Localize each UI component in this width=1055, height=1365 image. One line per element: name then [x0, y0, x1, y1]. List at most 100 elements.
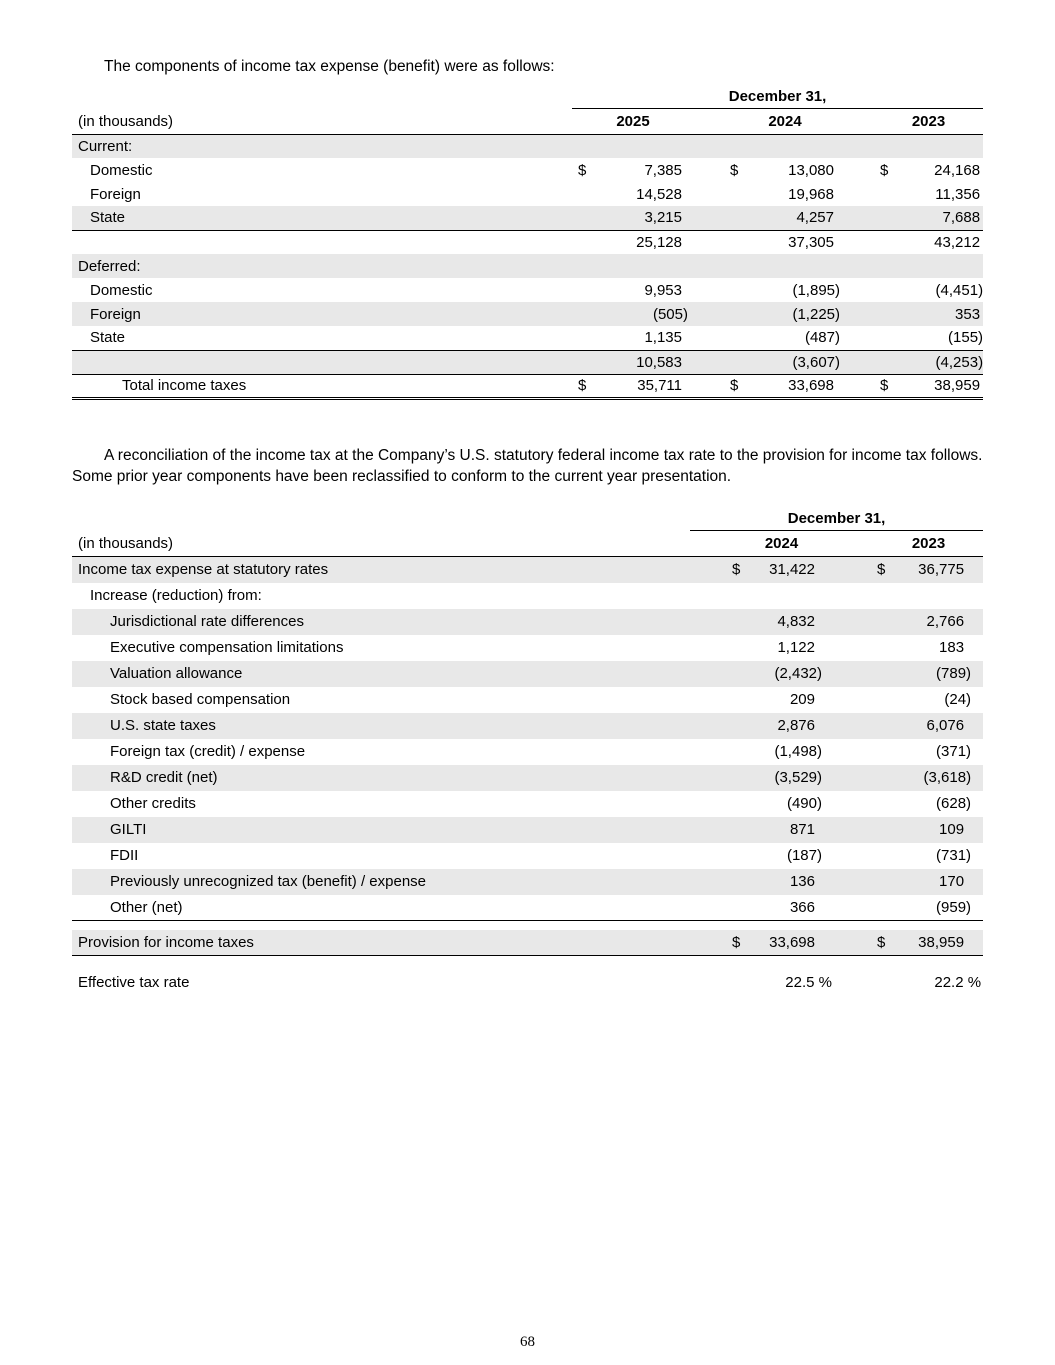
- table-row: Domestic $7,385 $13,080 $24,168: [72, 158, 983, 182]
- value-cell: 7,688: [904, 206, 984, 231]
- value-cell: 109: [898, 816, 984, 843]
- value-cell: 6,076: [898, 712, 984, 739]
- row-label: Foreign: [72, 302, 572, 326]
- value-cell: [753, 583, 834, 609]
- table-row: GILTI 871 109: [72, 816, 984, 843]
- value-cell: (2,432): [753, 660, 834, 687]
- dollar-sign: $: [729, 929, 753, 956]
- year-header: 2025: [572, 108, 694, 135]
- row-label: [72, 230, 572, 254]
- row-label: Executive compensation limitations: [110, 639, 344, 656]
- year-header: 2023: [874, 108, 984, 135]
- row-label: Valuation allowance: [72, 660, 690, 687]
- value-cell: 366: [753, 894, 834, 921]
- row-label: GILTI: [72, 816, 690, 843]
- table-row: Foreign tax (credit) / expense (1,498) (…: [72, 739, 983, 765]
- value-cell: (487): [754, 326, 846, 351]
- row-label: Increase (reduction) from:: [90, 587, 262, 604]
- value-cell: (789): [898, 660, 984, 687]
- table-row: Jurisdictional rate differences 4,832 2,…: [72, 608, 984, 635]
- row-label: Effective tax rate: [78, 974, 190, 991]
- table-row: Effective tax rate 22.5 % 22.2 %: [72, 970, 983, 996]
- value-cell: (628): [936, 795, 972, 812]
- spacer-row: [72, 955, 984, 970]
- row-label: U.S. state taxes: [72, 712, 690, 739]
- value-cell: [754, 254, 846, 278]
- value-cell: [904, 254, 984, 278]
- page-content: The components of income tax expense (be…: [72, 58, 984, 996]
- table-row: State 3,215 4,257 7,688: [72, 206, 984, 231]
- row-label: Previously unrecognized tax (benefit) / …: [72, 868, 690, 895]
- value-cell: [602, 254, 694, 278]
- value-cell: 33,698: [754, 374, 846, 400]
- value-cell: 22.5 %: [785, 974, 832, 991]
- dollar-sign: $: [729, 556, 753, 583]
- year-header-row: (in thousands) 2024 2023: [72, 530, 984, 557]
- value-cell: 209: [789, 691, 815, 708]
- table-row: 25,128 37,305 43,212: [72, 230, 983, 254]
- value-cell: 11,356: [935, 185, 981, 203]
- row-label: State: [72, 326, 572, 351]
- date-header: December 31,: [690, 508, 984, 531]
- components-table: December 31, (in thousands) 2025 2024 20…: [72, 86, 984, 400]
- value-cell: 37,305: [788, 233, 834, 251]
- year-header: 2024: [729, 530, 834, 557]
- value-cell: [602, 134, 694, 158]
- table-row-total: Total income taxes $35,711 $33,698 $38,9…: [72, 374, 984, 400]
- table-row: Other credits (490) (628): [72, 791, 983, 817]
- value-cell: 10,583: [602, 350, 694, 375]
- value-cell: 1,135: [602, 326, 694, 351]
- value-cell: (4,451): [935, 281, 984, 299]
- dollar-sign: $: [880, 161, 889, 179]
- value-cell: 4,257: [754, 206, 846, 231]
- year-header: 2023: [874, 530, 984, 557]
- value-cell: 35,711: [602, 374, 694, 400]
- table-row: Domestic 9,953 (1,895) (4,451): [72, 278, 983, 302]
- value-cell: (490): [786, 795, 822, 812]
- value-cell: 13,080: [788, 161, 834, 179]
- row-label: Income tax expense at statutory rates: [72, 556, 690, 583]
- row-label: Foreign tax (credit) / expense: [110, 743, 306, 760]
- intro-paragraph: The components of income tax expense (be…: [104, 58, 555, 75]
- value-cell: 38,959: [898, 929, 984, 956]
- dollar-sign: $: [874, 374, 904, 400]
- page-number: 68: [520, 1334, 535, 1350]
- value-cell: (155): [904, 326, 984, 351]
- table-row: Deferred:: [72, 254, 984, 278]
- value-cell: 183: [939, 639, 965, 656]
- row-label: Current:: [72, 134, 572, 158]
- table-row: Stock based compensation 209 (24): [72, 687, 983, 713]
- value-cell: (3,607): [754, 350, 846, 375]
- row-label: Foreign: [90, 185, 141, 203]
- value-cell: (1,225): [754, 302, 846, 326]
- row-label: Deferred:: [72, 254, 572, 278]
- table-row: Increase (reduction) from:: [72, 583, 983, 609]
- value-cell: 353: [904, 302, 984, 326]
- value-cell: (731): [936, 847, 972, 864]
- value-cell: 1,122: [777, 639, 815, 656]
- value-cell: [754, 134, 846, 158]
- dollar-sign: $: [572, 374, 602, 400]
- row-label: Other credits: [110, 795, 196, 812]
- date-header-row: December 31,: [72, 508, 984, 531]
- row-label: FDII: [110, 847, 139, 864]
- value-cell: 14,528: [636, 185, 682, 203]
- in-thousands-label: (in thousands): [72, 108, 572, 135]
- value-cell: 4,832: [753, 608, 834, 635]
- spacer-row: [72, 920, 984, 930]
- value-cell: (371): [936, 743, 972, 760]
- dollar-sign: $: [730, 161, 739, 179]
- dollar-sign: $: [724, 374, 754, 400]
- in-thousands-label: (in thousands): [72, 530, 690, 557]
- table-row: FDII (187) (731): [72, 843, 983, 869]
- reconciliation-paragraph: A reconciliation of the income tax at th…: [72, 446, 983, 485]
- reconciliation-table: December 31, (in thousands) 2024 2023 In…: [72, 508, 984, 996]
- row-label: Provision for income taxes: [72, 929, 690, 956]
- year-header: 2024: [724, 108, 846, 135]
- table-row: Income tax expense at statutory rates $3…: [72, 556, 984, 583]
- value-cell: 43,212: [934, 233, 981, 251]
- value-cell: (187): [786, 847, 822, 864]
- table-row: Other (net) 366 (959): [72, 894, 984, 921]
- table-row: Valuation allowance (2,432) (789): [72, 660, 984, 687]
